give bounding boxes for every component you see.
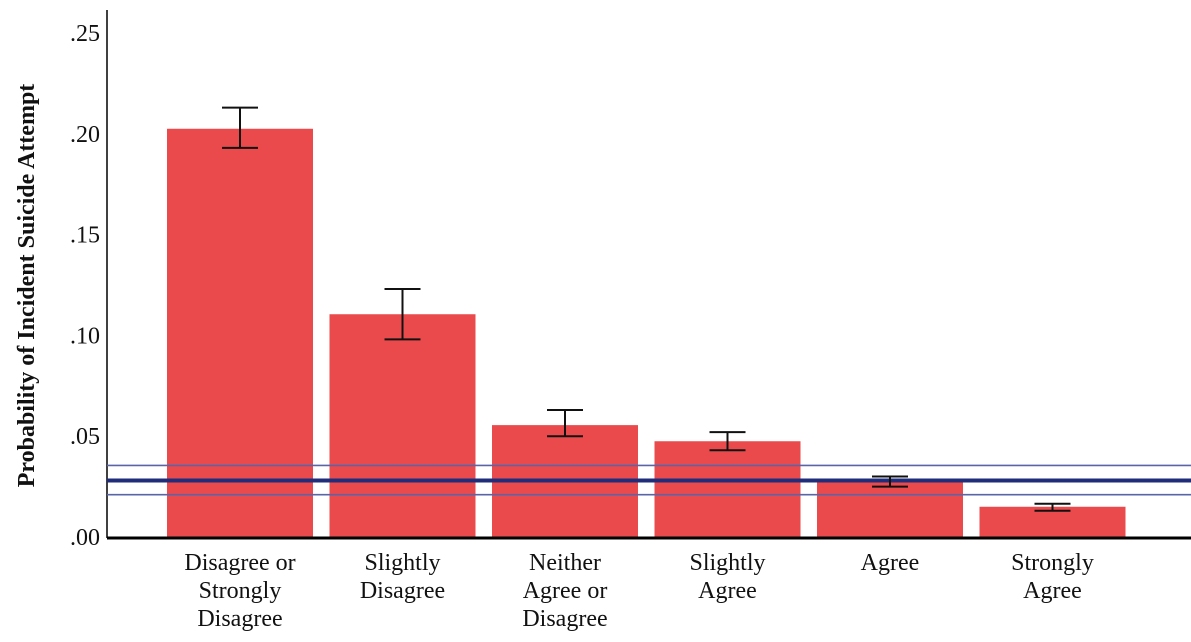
error-bar <box>547 408 583 438</box>
error-bar <box>709 431 746 452</box>
bar <box>817 481 963 537</box>
x-category-label-line: Strongly <box>199 578 282 604</box>
x-category-label: Neither Agree or Disagree <box>522 550 607 632</box>
x-category-label: Agree <box>861 550 920 576</box>
x-category-label-line: Strongly <box>1011 550 1094 576</box>
bar <box>979 506 1126 537</box>
y-tick-label: .15 <box>70 223 100 249</box>
bar <box>167 128 313 537</box>
bar <box>329 314 476 537</box>
x-category-label-line: Neither <box>529 550 601 576</box>
y-tick-label: .00 <box>70 525 100 551</box>
x-category-label-line: Slightly <box>689 550 765 576</box>
y-tick-label: .10 <box>70 323 100 349</box>
x-category-label-line: Slightly <box>364 550 440 576</box>
x-category-label-line: Agree <box>698 578 757 604</box>
x-category-label: Slightly Agree <box>689 550 765 604</box>
x-category-label-line: Agree or <box>523 578 608 604</box>
x-category-label-line: Agree <box>1023 578 1082 604</box>
y-axis-title: Probability of Incident Suicide Attempt <box>14 84 40 488</box>
x-category-label-line: Disagree <box>197 606 282 632</box>
x-category-label-line: Disagree or <box>184 550 295 576</box>
y-tick-label: .05 <box>70 424 100 450</box>
y-tick-label: .25 <box>70 21 100 47</box>
error-bar <box>872 475 908 488</box>
x-category-label-line: Disagree <box>360 578 445 604</box>
error-bar <box>1034 502 1071 512</box>
x-category-label: Strongly Agree <box>1011 550 1094 604</box>
y-tick-label: .20 <box>70 122 100 148</box>
x-category-label-line: Agree <box>861 550 920 576</box>
x-category-label: Disagree or Strongly Disagree <box>184 550 295 632</box>
x-category-label: Slightly Disagree <box>360 550 445 604</box>
error-bar <box>384 288 421 341</box>
error-bar <box>222 106 258 149</box>
x-category-label-line: Disagree <box>522 606 607 632</box>
bar <box>654 441 801 537</box>
